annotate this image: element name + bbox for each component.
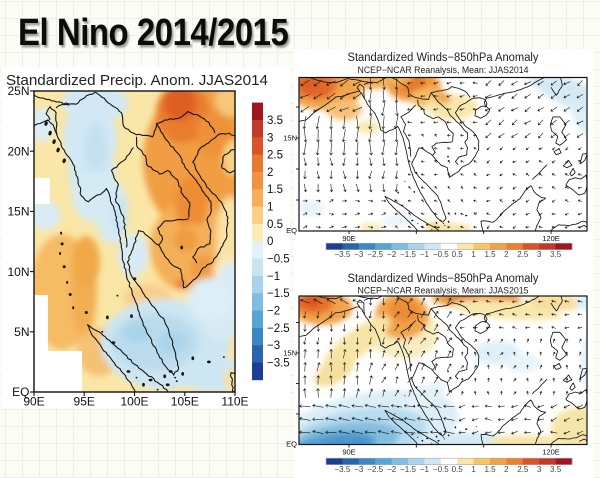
svg-text:90E: 90E (23, 395, 44, 409)
svg-text:−1.5: −1.5 (267, 288, 290, 300)
svg-text:−2: −2 (387, 250, 397, 259)
svg-text:−0.5: −0.5 (433, 465, 449, 474)
svg-text:10N: 10N (7, 265, 29, 279)
svg-text:3: 3 (267, 132, 273, 144)
svg-text:−3: −3 (354, 250, 364, 259)
svg-text:−2.5: −2.5 (367, 465, 383, 474)
svg-text:3: 3 (537, 250, 542, 259)
svg-text:Standardized Precip. Anom.: Standardized Precip. Anom. JJAS2014 (6, 73, 268, 89)
svg-text:2: 2 (267, 167, 273, 179)
svg-text:0.5: 0.5 (267, 219, 283, 231)
svg-text:1: 1 (471, 465, 476, 474)
svg-text:3.5: 3.5 (267, 115, 283, 127)
svg-text:105E: 105E (171, 395, 199, 409)
svg-text:EQ: EQ (286, 226, 297, 235)
svg-text:110E: 110E (221, 395, 248, 409)
svg-text:−3.5: −3.5 (267, 358, 290, 370)
svg-text:1: 1 (267, 202, 273, 214)
svg-text:95E: 95E (74, 395, 95, 409)
svg-text:−1: −1 (420, 465, 430, 474)
svg-text:100E: 100E (120, 395, 148, 409)
svg-text:−2: −2 (387, 465, 397, 474)
svg-text:2.5: 2.5 (267, 150, 283, 162)
svg-text:−2.5: −2.5 (367, 250, 383, 259)
svg-text:−1.5: −1.5 (400, 465, 416, 474)
svg-text:90E: 90E (342, 234, 355, 243)
svg-text:15N: 15N (283, 134, 297, 143)
svg-text:120E: 120E (542, 448, 560, 457)
svg-text:0: 0 (267, 236, 273, 248)
svg-text:1: 1 (471, 250, 476, 259)
svg-text:2: 2 (504, 465, 509, 474)
svg-text:−3: −3 (267, 340, 280, 352)
svg-text:20N: 20N (7, 144, 29, 158)
svg-text:−2.5: −2.5 (267, 323, 290, 335)
svg-text:0.5: 0.5 (452, 250, 464, 259)
svg-text:0.5: 0.5 (452, 465, 464, 474)
svg-text:15N: 15N (283, 349, 297, 358)
svg-text:−2: −2 (267, 306, 280, 318)
svg-text:2: 2 (504, 250, 509, 259)
svg-text:2.5: 2.5 (517, 250, 529, 259)
svg-text:−1.5: −1.5 (400, 250, 416, 259)
svg-text:1.5: 1.5 (484, 250, 496, 259)
svg-text:−1: −1 (420, 250, 430, 259)
svg-text:−3: −3 (354, 465, 364, 474)
svg-text:120E: 120E (542, 234, 560, 243)
svg-text:2.5: 2.5 (517, 465, 529, 474)
svg-text:90E: 90E (342, 448, 355, 457)
svg-text:−3.5: −3.5 (335, 250, 351, 259)
svg-text:3.5: 3.5 (550, 465, 562, 474)
svg-text:3.5: 3.5 (550, 250, 562, 259)
svg-text:−1: −1 (267, 271, 280, 283)
svg-text:NCEP−NCAR Reanalysis, Mean:: NCEP−NCAR Reanalysis, Mean: JJAS2014 (358, 65, 529, 75)
svg-text:5N: 5N (14, 325, 29, 339)
svg-text:Standardized Winds−850hPa An: Standardized Winds−850hPa Anomaly (348, 273, 539, 285)
svg-text:3: 3 (537, 465, 542, 474)
svg-text:−3.5: −3.5 (335, 465, 351, 474)
svg-text:1.5: 1.5 (484, 465, 496, 474)
svg-text:1.5: 1.5 (267, 184, 283, 196)
svg-text:NCEP−NCAR Reanalysis, Mean:: NCEP−NCAR Reanalysis, Mean: JJAS2015 (358, 286, 529, 296)
svg-text:EQ: EQ (286, 440, 297, 449)
svg-text:25N: 25N (7, 84, 29, 98)
svg-text:−0.5: −0.5 (267, 254, 290, 266)
svg-text:EQ: EQ (12, 385, 29, 399)
svg-text:−0.5: −0.5 (433, 250, 449, 259)
svg-text:15N: 15N (7, 205, 29, 219)
svg-text:Standardized Winds−850hPa An: Standardized Winds−850hPa Anomaly (348, 52, 539, 64)
